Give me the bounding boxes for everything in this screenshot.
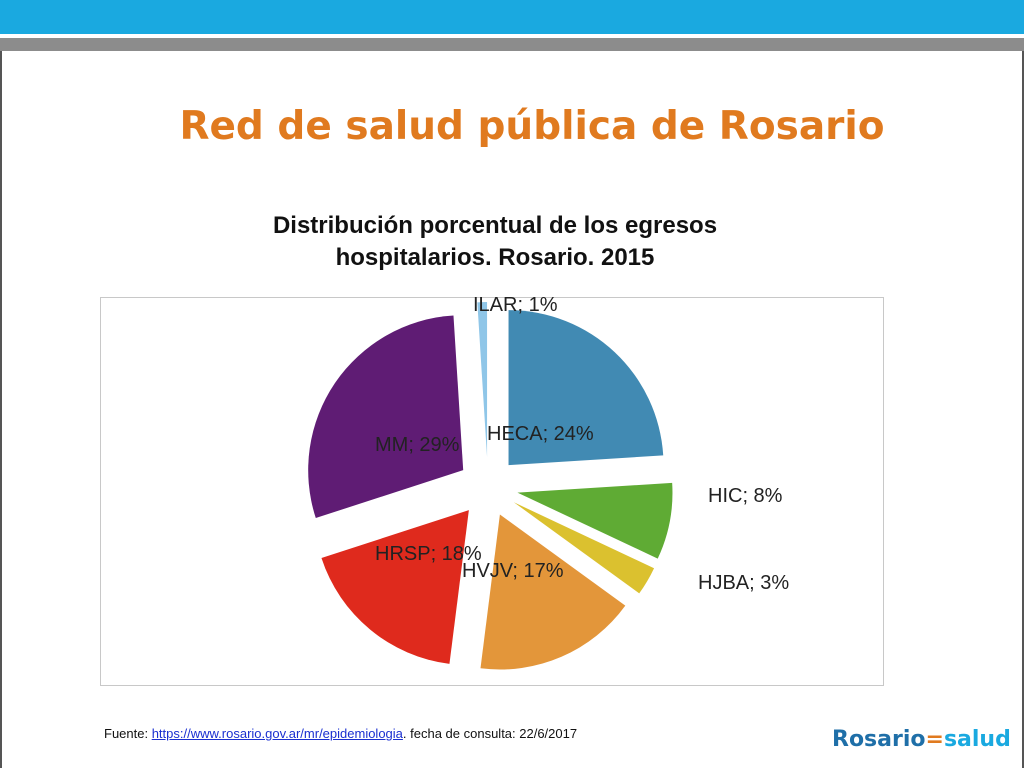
slice-label-ilar: ILAR; 1% bbox=[473, 294, 558, 316]
header-gray-bar bbox=[0, 38, 1024, 51]
slide-title: Red de salud pública de Rosario bbox=[179, 104, 885, 149]
pie-slice-mm bbox=[308, 315, 464, 519]
slice-label-hjba: HJBA; 3% bbox=[698, 572, 789, 594]
slice-label-mm: MM; 29% bbox=[375, 434, 460, 456]
slice-label-hic: HIC; 8% bbox=[708, 485, 783, 507]
slice-label-heca: HECA; 24% bbox=[487, 423, 594, 445]
logo-part-salud: salud bbox=[943, 727, 1011, 752]
chart-title-line-1: Distribución porcentual de los egresos bbox=[272, 212, 718, 239]
source-prefix: Fuente: bbox=[104, 726, 152, 741]
logo-separator: = bbox=[925, 727, 944, 752]
pie-slice-ilar bbox=[477, 302, 488, 458]
logo-part-rosario: Rosario bbox=[832, 727, 926, 752]
frame-left-border bbox=[0, 51, 2, 768]
source-link[interactable]: https://www.rosario.gov.ar/mr/epidemiolo… bbox=[151, 726, 403, 741]
slice-label-hvjv: HVJV; 17% bbox=[462, 560, 564, 582]
footer-source: Fuente: https://www.rosario.gov.ar/mr/ep… bbox=[104, 726, 577, 741]
frame-right-border bbox=[1022, 51, 1024, 768]
pie-slice-hrsp bbox=[321, 510, 469, 664]
pie-slice-hvjv bbox=[480, 514, 626, 670]
rosario-salud-logo: Rosario=salud bbox=[832, 727, 1011, 752]
chart-title: Distribución porcentual de los egresos h… bbox=[190, 210, 800, 274]
pie-slice-hjba bbox=[513, 502, 655, 594]
source-suffix: . fecha de consulta: 22/6/2017 bbox=[402, 726, 578, 741]
pie-slice-heca bbox=[508, 310, 664, 466]
slice-label-hrsp: HRSP; 18% bbox=[375, 543, 482, 565]
chart-title-line-2: hospitalarios. Rosario. 2015 bbox=[335, 244, 655, 271]
header-blue-bar bbox=[0, 0, 1024, 34]
pie-slice-hic bbox=[517, 482, 673, 559]
